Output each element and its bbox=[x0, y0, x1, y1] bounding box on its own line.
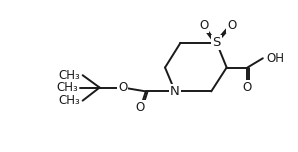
Text: O: O bbox=[118, 81, 127, 94]
Text: S: S bbox=[212, 36, 221, 49]
Text: CH₃: CH₃ bbox=[56, 81, 78, 94]
Text: O: O bbox=[227, 19, 237, 32]
Text: OH: OH bbox=[267, 52, 285, 65]
Text: O: O bbox=[136, 101, 145, 114]
Text: CH₃: CH₃ bbox=[59, 69, 80, 82]
Text: O: O bbox=[199, 19, 208, 32]
Text: O: O bbox=[243, 81, 252, 94]
Text: CH₃: CH₃ bbox=[59, 94, 80, 107]
Text: N: N bbox=[170, 85, 180, 98]
